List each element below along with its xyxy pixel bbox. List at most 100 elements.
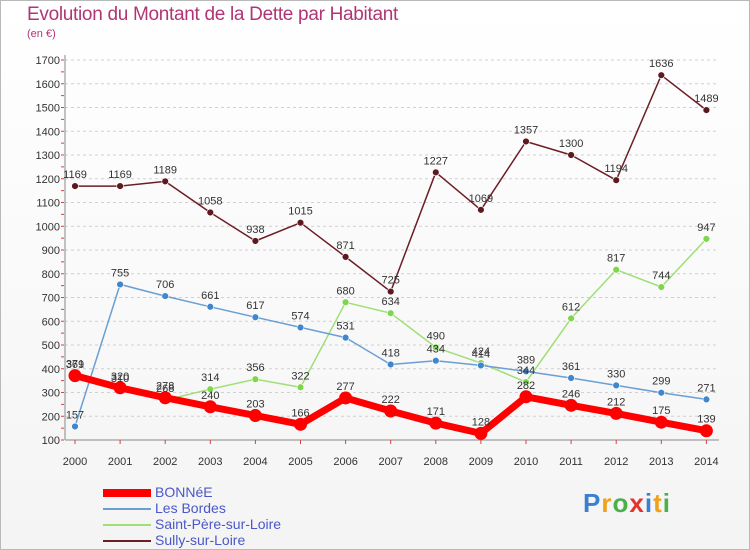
data-label: 268	[156, 383, 174, 395]
legend: BONNéE Les Bordes Saint-Père-sur-Loire Sull…	[103, 484, 323, 548]
data-label: 369	[66, 359, 84, 371]
data-point	[474, 426, 488, 440]
data-label: 271	[697, 382, 715, 394]
data-label: 1058	[198, 195, 222, 207]
data-point	[251, 237, 260, 245]
data-point	[158, 391, 172, 405]
y-tick-label: 800	[42, 269, 60, 281]
data-point	[296, 218, 305, 227]
data-point	[702, 106, 711, 114]
data-label: 1357	[514, 124, 538, 136]
data-label: 871	[336, 240, 354, 252]
data-label: 434	[427, 344, 445, 356]
data-point	[113, 381, 127, 395]
data-label: 222	[382, 394, 400, 406]
logo-letter: o	[612, 488, 630, 518]
unit-label: (en €)	[27, 28, 56, 40]
data-label: 617	[246, 300, 264, 312]
x-tick-label: 2010	[514, 456, 538, 468]
data-point	[609, 406, 623, 420]
y-tick-label: 1100	[36, 198, 60, 210]
legend-label: Les Bordes	[155, 500, 226, 516]
data-point	[71, 422, 79, 431]
data-label: 414	[472, 348, 490, 360]
data-label: 240	[201, 390, 219, 402]
data-point	[203, 400, 217, 414]
data-label: 212	[607, 396, 625, 408]
legend-label: BONNéE	[155, 484, 213, 500]
data-point	[657, 71, 665, 79]
data-point	[384, 404, 398, 418]
data-point	[522, 137, 530, 146]
logo-letter: P	[583, 488, 602, 518]
series-lines	[68, 71, 713, 440]
data-point	[567, 374, 575, 382]
data-label: 299	[652, 376, 670, 388]
x-tick-label: 2009	[469, 456, 493, 468]
data-label: 817	[607, 253, 625, 265]
data-label: 322	[291, 370, 309, 382]
y-tick-label: 1000	[36, 221, 60, 233]
data-label: 389	[517, 354, 535, 366]
data-label: 310	[111, 373, 129, 385]
data-point	[161, 177, 169, 186]
data-point	[68, 369, 82, 383]
data-label: 574	[291, 310, 309, 322]
y-tick-label: 1200	[36, 174, 60, 186]
logo-letter: i	[662, 488, 671, 518]
data-label: 1300	[559, 138, 583, 150]
data-point	[429, 416, 443, 430]
data-point	[251, 375, 260, 383]
x-tick-label: 2011	[559, 456, 583, 468]
legend-swatch	[103, 508, 151, 510]
chart-title: Evolution du Montant de la Dette par Hab…	[27, 4, 398, 25]
data-label: 344	[517, 365, 535, 377]
x-tick-label: 2005	[288, 456, 312, 468]
logo-letter: x	[629, 488, 645, 518]
data-label: 371	[66, 359, 84, 371]
axes: 1002003004005006007008009001000110012001…	[36, 55, 719, 468]
data-point	[657, 389, 665, 397]
y-tick-label: 700	[42, 293, 60, 305]
data-point	[294, 417, 307, 431]
logo-letter: t	[653, 488, 663, 518]
logo-letter: i	[644, 488, 654, 518]
data-point	[248, 409, 262, 423]
x-tick-label: 2014	[694, 456, 718, 468]
data-label: 128	[472, 416, 490, 428]
data-point	[522, 367, 530, 376]
data-label: 725	[382, 275, 400, 287]
x-tick-label: 2000	[63, 456, 87, 468]
data-point	[116, 182, 124, 190]
legend-label: Sully-sur-Loire	[155, 532, 246, 548]
data-point	[206, 303, 215, 311]
data-point	[522, 378, 530, 386]
data-labels: 1169 1169 1189 1058 938 1015 871 725 1227 1069 135…	[63, 58, 718, 428]
data-point	[296, 383, 305, 391]
y-tick-label: 1600	[36, 79, 60, 91]
data-label: 139	[697, 414, 715, 426]
data-label: 947	[697, 222, 715, 234]
data-point	[657, 283, 665, 291]
y-tick-label: 1700	[36, 55, 60, 67]
data-point	[477, 206, 485, 214]
data-point	[387, 287, 395, 296]
data-label: 157	[66, 409, 84, 421]
data-point	[567, 151, 575, 159]
data-label: 1169	[63, 169, 87, 181]
data-label: 661	[201, 290, 219, 302]
data-label: 277	[336, 381, 354, 393]
legend-item: Saint-Père-sur-Loire	[103, 516, 323, 532]
data-label: 755	[111, 267, 129, 279]
x-tick-label: 2001	[108, 456, 132, 468]
data-point	[477, 361, 485, 370]
x-tick-label: 2006	[333, 456, 357, 468]
legend-item: Les Bordes	[103, 500, 323, 516]
data-label: 1015	[288, 206, 312, 218]
data-label: 203	[246, 399, 264, 411]
data-label: 361	[562, 361, 580, 373]
data-label: 938	[246, 224, 264, 236]
grid	[65, 59, 719, 441]
legend-label: Saint-Père-sur-Loire	[155, 516, 282, 532]
